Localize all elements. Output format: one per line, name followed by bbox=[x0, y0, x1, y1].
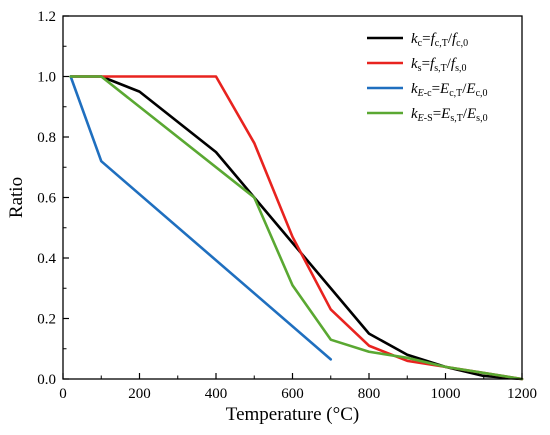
y-tick-label: 1.0 bbox=[37, 70, 56, 86]
x-axis-title: Temperature (°C) bbox=[226, 404, 359, 425]
legend-label-kEs: kE-S=Es,T/Es,0 bbox=[411, 106, 488, 124]
series-line-kEc bbox=[69, 75, 333, 361]
y-tick-label: 0.0 bbox=[37, 372, 56, 388]
y-tick-label: 1.2 bbox=[37, 9, 56, 25]
y-tick-label: 0.2 bbox=[37, 312, 56, 328]
legend-label-kEc: kE-c=Ec,T/Ec,0 bbox=[411, 81, 488, 99]
x-tick-label: 800 bbox=[358, 386, 381, 402]
x-tick-label: 200 bbox=[128, 386, 151, 402]
x-tick-label: 1000 bbox=[431, 386, 461, 402]
y-tick-label: 0.8 bbox=[37, 130, 56, 146]
legend: kc=fc,T/fc,0 ks=fs,T/fs,0 kE-c=Ec,T/Ec,0 kE… bbox=[367, 31, 488, 124]
legend-label-ks: ks=fs,T/fs,0 bbox=[411, 56, 466, 74]
series-line-kEs bbox=[69, 75, 524, 381]
plot-area bbox=[69, 75, 524, 381]
y-axis-title: Ratio bbox=[6, 177, 27, 218]
x-tick-label: 0 bbox=[59, 386, 67, 402]
legend-label-kc: kc=fc,T/fc,0 bbox=[411, 31, 468, 49]
x-tick-label: 600 bbox=[281, 386, 304, 402]
y-tick-label: 0.4 bbox=[37, 251, 56, 267]
x-tick-label: 400 bbox=[205, 386, 228, 402]
axis-ticks: 0 200 400 600 800 1000 1200 0.0 0.2 0.4 0.6 0.8 1.0 1… bbox=[37, 9, 537, 402]
y-tick-label: 0.6 bbox=[37, 191, 56, 207]
x-tick-label: 1200 bbox=[507, 386, 537, 402]
